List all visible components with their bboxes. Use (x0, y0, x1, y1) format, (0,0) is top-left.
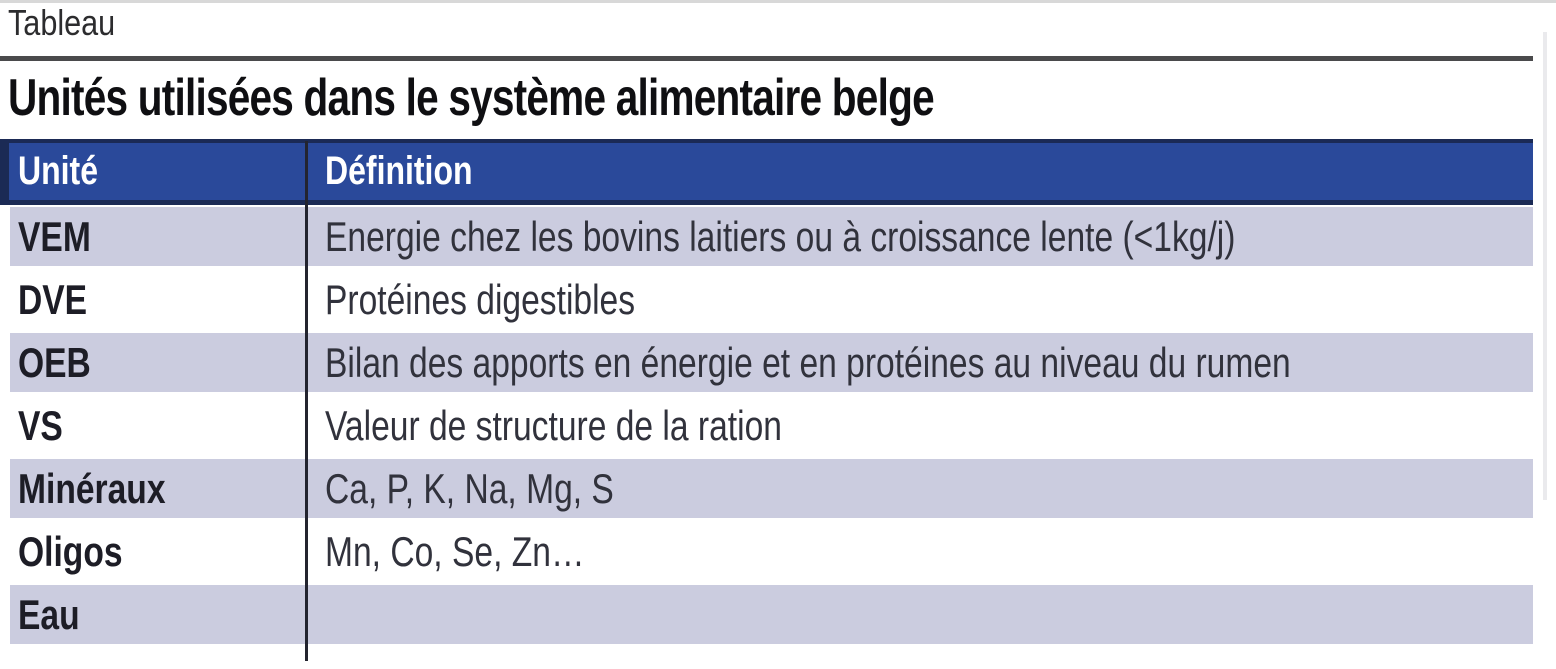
table-title-text: Unités utilisées dans le système aliment… (8, 69, 935, 127)
table-title: Unités utilisées dans le système aliment… (8, 68, 1195, 128)
unit-cell-text: DVE (18, 275, 88, 323)
table-row: Oligos Mn, Co, Se, Zn… (10, 520, 1533, 583)
column-divider-line (305, 141, 308, 661)
header-cell-definition: Définition (305, 149, 509, 194)
definition-cell-text: Valeur de structure de la ration (325, 401, 782, 449)
unit-cell: VEM (10, 213, 305, 261)
header-cell-unit: Unité (9, 149, 305, 194)
table-row: Eau (10, 583, 1533, 646)
definition-cell-text: Ca, P, K, Na, Mg, S (325, 464, 614, 512)
horizontal-rule (0, 56, 1533, 61)
definition-cell-text: Energie chez les bovins laitiers ou à cr… (325, 212, 1236, 260)
table-row: VS Valeur de structure de la ration (10, 394, 1533, 457)
unit-cell: VS (10, 402, 305, 450)
unit-cell-text: Eau (18, 590, 80, 638)
definition-cell: Valeur de structure de la ration (305, 402, 896, 450)
unit-cell: DVE (10, 276, 305, 324)
table-kicker: Tableau (8, 2, 134, 44)
unit-cell-text: Oligos (18, 527, 123, 575)
unit-cell-text: VS (18, 401, 63, 449)
table-body: VEM Energie chez les bovins laitiers ou … (10, 205, 1533, 646)
definition-cell (305, 606, 325, 624)
unit-cell-text: Minéraux (18, 464, 166, 512)
unit-cell: Minéraux (10, 465, 305, 513)
definition-cell-text: Protéines digestibles (325, 275, 636, 323)
definition-cell-text: Bilan des apports en énergie et en proté… (325, 338, 1291, 386)
header-cell-definition-label: Définition (325, 149, 473, 193)
table-row: Minéraux Ca, P, K, Na, Mg, S (10, 457, 1533, 520)
header-cell-unit-label: Unité (18, 149, 98, 193)
table-row: VEM Energie chez les bovins laitiers ou … (10, 205, 1533, 268)
unit-cell: OEB (10, 339, 305, 387)
unit-cell: Oligos (10, 528, 305, 576)
definition-cell: Protéines digestibles (305, 276, 713, 324)
scan-top-edge (0, 0, 1556, 3)
table-row: OEB Bilan des apports en énergie et en p… (10, 331, 1533, 394)
table-header-row: Unité Définition (0, 139, 1533, 205)
definition-cell: Bilan des apports en énergie et en proté… (305, 339, 1532, 387)
definition-cell: Ca, P, K, Na, Mg, S (305, 465, 686, 513)
definition-cell: Energie chez les bovins laitiers ou à cr… (305, 213, 1463, 261)
unit-cell-text: OEB (18, 338, 91, 386)
table-kicker-text: Tableau (8, 2, 116, 43)
unit-cell: Eau (10, 591, 305, 639)
definition-cell-text: Mn, Co, Se, Zn… (325, 527, 585, 575)
definition-cell: Mn, Co, Se, Zn… (305, 528, 649, 576)
table-row: DVE Protéines digestibles (10, 268, 1533, 331)
unit-cell-text: VEM (18, 212, 91, 260)
scan-right-edge (1543, 32, 1547, 500)
